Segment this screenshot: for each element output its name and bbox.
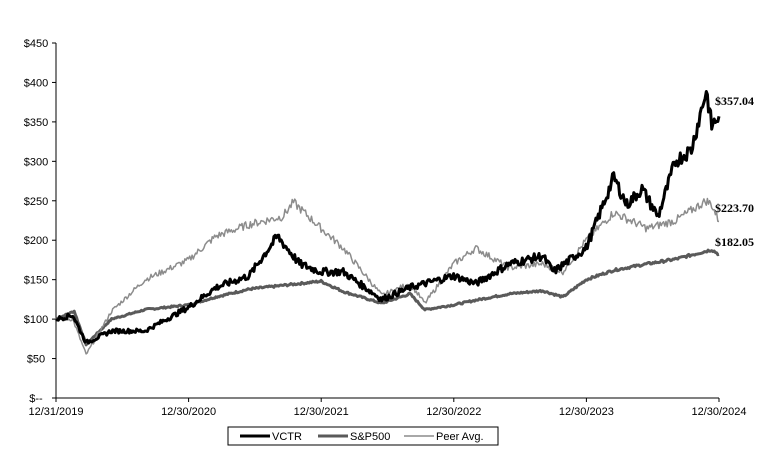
x-tick-label: 12/30/2020 — [161, 406, 216, 418]
series-line-0 — [55, 90, 721, 345]
y-tick-label: $300 — [24, 156, 48, 168]
legend-label: Peer Avg. — [436, 431, 484, 443]
x-tick-label: 12/30/2024 — [691, 406, 746, 418]
y-tick-label: $350 — [24, 117, 48, 129]
x-axis: 12/31/2019 12/30/2020 12/30/2021 12/30/2022… — [28, 397, 747, 418]
series-line-2 — [55, 197, 720, 355]
y-tick-label: $-- — [29, 393, 43, 405]
y-tick-label: $250 — [24, 196, 48, 208]
x-tick-label: 12/30/2023 — [559, 406, 614, 418]
end-value-label: $223.70 — [715, 201, 754, 215]
legend: VCTR S&P500 Peer Avg. — [227, 426, 499, 446]
x-tick-label: 12/30/2022 — [426, 406, 481, 418]
y-tick-label: $200 — [24, 235, 48, 247]
series-lines — [55, 90, 721, 355]
end-value-label: $182.05 — [715, 235, 754, 249]
end-labels: $357.04 $223.70 $182.05 — [715, 94, 754, 249]
y-axis: $-- $50 $100 $150 $200 $250 $300 $350 $400 $450 — [24, 38, 57, 405]
x-tick-label: 12/30/2021 — [294, 406, 349, 418]
y-tick-label: $100 — [24, 314, 48, 326]
y-tick-label: $400 — [24, 77, 48, 89]
y-tick-label: $150 — [24, 275, 48, 287]
y-tick-label: $450 — [24, 38, 48, 50]
y-tick-label: $50 — [27, 354, 45, 366]
legend-label: S&P500 — [350, 431, 390, 443]
x-tick-label: 12/31/2019 — [28, 406, 83, 418]
legend-label: VCTR — [272, 431, 302, 443]
end-value-label: $357.04 — [715, 94, 754, 108]
legend-box — [227, 426, 499, 446]
